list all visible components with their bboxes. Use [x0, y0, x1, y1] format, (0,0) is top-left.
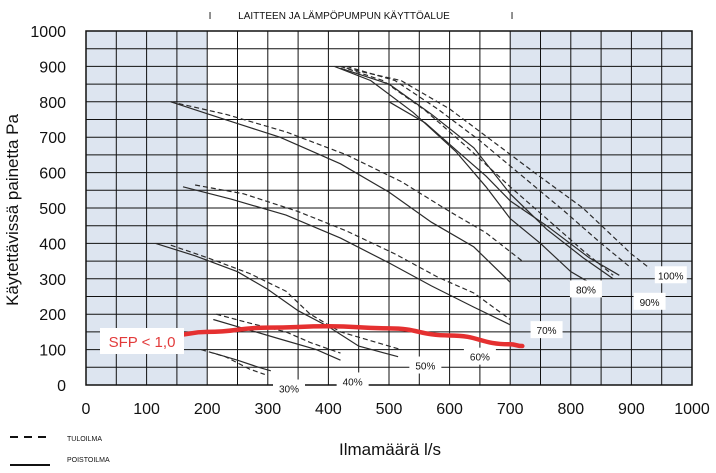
title-left-marker: I [209, 11, 212, 22]
fan-curve-tuloilma [170, 101, 523, 262]
y-tick-label: 700 [39, 130, 66, 147]
fan-label-box [336, 372, 369, 390]
sfp-label: SFP < 1,0 [109, 334, 176, 351]
series-layer [155, 65, 650, 375]
y-tick-label: 200 [39, 307, 66, 324]
y-tick-label: 900 [39, 59, 66, 76]
fan-curve-tuloilma [200, 349, 265, 375]
y-tick-label: 800 [39, 95, 66, 112]
fan-label-box [633, 292, 666, 310]
fan-curve-poistoilma [340, 67, 614, 280]
x-tick-label: 400 [315, 401, 342, 418]
y-tick-label: 600 [39, 166, 66, 183]
fan-label-box [654, 266, 687, 284]
fan-curve-tuloilma [346, 65, 632, 269]
y-tick-label: 500 [39, 201, 66, 218]
fan-curve-tuloilma [194, 184, 511, 320]
y-tick-label: 1000 [30, 24, 66, 41]
x-tick-label: 900 [618, 401, 645, 418]
fan-label-box [530, 321, 563, 339]
fan-label: 100% [658, 271, 684, 282]
x-tick-label: 100 [133, 401, 160, 418]
sfp-label-box [100, 328, 184, 354]
fan-label: 90% [640, 298, 660, 309]
x-tick-label: 600 [436, 401, 463, 418]
sfp-layer: SFP < 1,0 [100, 323, 525, 354]
fan-label-layer: 30% 40% 50% 60% 70% 80% 90% 100% [273, 266, 687, 397]
fan-label: 70% [537, 326, 557, 337]
chart-title: LAITTEEN JA LÄMPÖPUMPUN KÄYTTÖALUE [238, 10, 450, 22]
x-tick-label: 800 [557, 401, 584, 418]
title-right-marker: I [511, 11, 514, 22]
fan-label-box [273, 379, 306, 397]
axis-layer: 0 100 200 300 400 500 600 700 800 900 1000 0 100 200 3… [30, 24, 709, 418]
x-tick-label: 0 [82, 401, 91, 418]
fan-label: 80% [576, 285, 596, 296]
plot-frame [85, 30, 693, 386]
fan-curve-poistoilma [155, 242, 399, 358]
x-tick-label: 1000 [674, 401, 710, 418]
y-axis-label: Käytettävissä painetta Pa [3, 114, 22, 306]
fan-label-box [409, 356, 442, 374]
legend-label-poistoilma: POISTOILMA [67, 457, 110, 464]
fan-curve-tuloilma [340, 65, 614, 276]
y-tick-label: 300 [39, 272, 66, 289]
fan-curve-tuloilma [346, 67, 650, 269]
fan-curve-poistoilma [213, 352, 271, 372]
fan-label: 30% [279, 385, 299, 396]
x-axis-label: Ilmamäärä l/s [339, 440, 441, 459]
fan-curve-tuloilma [170, 244, 402, 351]
sfp-curve [168, 323, 525, 349]
legend-label-tuloilma: TULOILMA [67, 436, 102, 443]
x-tick-label: 700 [497, 401, 524, 418]
fan-label-box [569, 280, 602, 298]
fan-label: 50% [415, 362, 435, 373]
fan-curve-poistoilma [388, 101, 620, 276]
fan-label-box [463, 347, 496, 365]
fan-curve-tuloilma [216, 313, 341, 354]
fan-curve-poistoilma [170, 101, 511, 283]
x-tick-label: 500 [376, 401, 403, 418]
y-tick-label: 400 [39, 236, 66, 253]
y-tick-label: 0 [57, 378, 66, 395]
fan-curve-poistoilma [182, 186, 511, 326]
fan-label: 40% [343, 377, 363, 388]
fan-curve-poistoilma [334, 65, 590, 283]
fan-label: 60% [470, 353, 490, 364]
x-tick-label: 300 [254, 401, 281, 418]
y-tick-label: 100 [39, 343, 66, 360]
x-tick-label: 200 [194, 401, 221, 418]
fan-curve-poistoilma [213, 318, 341, 361]
